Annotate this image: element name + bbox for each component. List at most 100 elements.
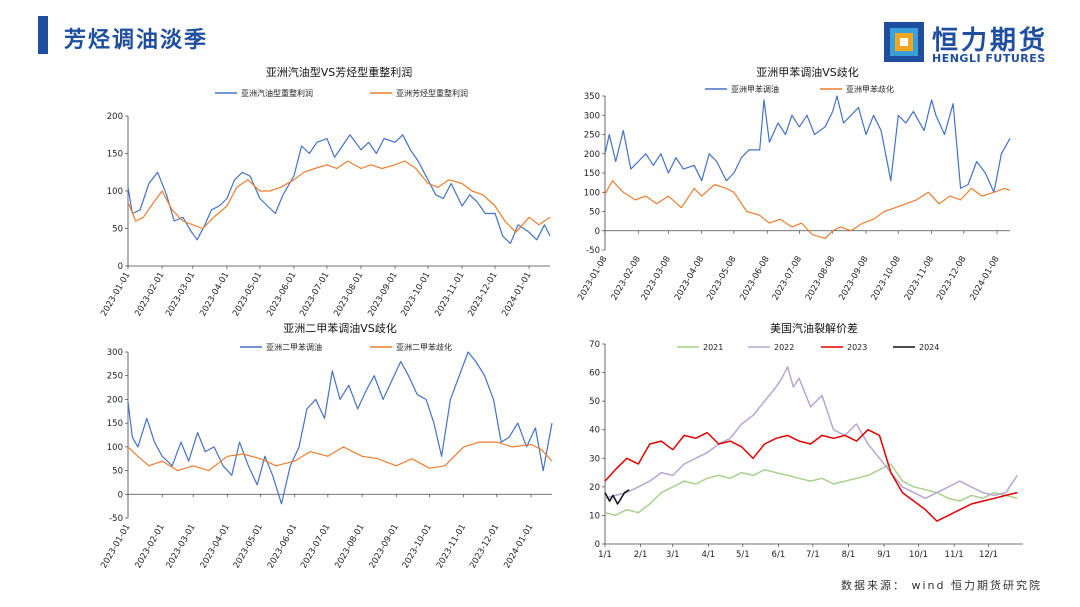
x-tick-label: 2023-03-01 xyxy=(164,523,197,571)
x-tick-label: 2023-12-01 xyxy=(466,271,499,319)
y-tick-label: 0 xyxy=(118,490,123,500)
y-tick-label: 0 xyxy=(595,540,600,550)
x-tick-label: 2023-04-01 xyxy=(199,523,232,571)
y-tick-label: -50 xyxy=(109,514,123,524)
logo-mark-icon xyxy=(884,22,924,62)
x-tick-label: 2023-07-01 xyxy=(299,523,332,571)
y-tick-label: 250 xyxy=(584,131,600,141)
legend-entry: 亚洲汽油型重整利润 xyxy=(215,88,313,98)
x-tick-label: 2023-01-01 xyxy=(99,523,132,571)
chart-title: 美国汽油裂解价差 xyxy=(770,321,858,335)
y-tick-label: 250 xyxy=(107,372,123,382)
y-tick-label: 50 xyxy=(112,225,123,235)
legend-label: 亚洲甲苯歧化 xyxy=(846,84,894,94)
x-tick-label: 2023-06-01 xyxy=(265,271,298,319)
series-line xyxy=(604,95,1011,193)
page-title: 芳烃调油淡季 xyxy=(64,27,209,53)
chart-us-gasoline-crack: 美国汽油裂解价差 2021 2022 2023 2024 0 10 20 30 40 50 60 70 1… xyxy=(565,321,1035,570)
chart-title: 亚洲甲苯调油VS歧化 xyxy=(756,65,859,79)
y-tick-label: 200 xyxy=(107,112,123,122)
legend-label: 亚洲二甲苯歧化 xyxy=(396,342,452,352)
legend-entry: 2024 xyxy=(893,343,939,352)
legend-label: 2022 xyxy=(774,343,794,352)
y-tick-label: 300 xyxy=(107,348,123,358)
x-tick-label: 9/1 xyxy=(877,550,891,560)
y-tick-label: 0 xyxy=(595,227,600,237)
y-tick-label: 50 xyxy=(112,467,123,477)
x-tick-label: 2023-10-08 xyxy=(870,255,903,303)
x-tick-label: 2023-06-08 xyxy=(738,255,771,303)
x-tick-label: 12/1 xyxy=(979,550,998,560)
legend-entry: 2023 xyxy=(821,343,867,352)
y-tick-label: 200 xyxy=(584,150,600,160)
x-tick-label: 2023-09-01 xyxy=(368,523,401,571)
company-logo: 恒力期货 HENGLI FUTURES xyxy=(884,20,1054,68)
x-tick-label: 2023-08-08 xyxy=(804,255,837,303)
y-tick-label: 200 xyxy=(107,395,123,405)
x-tick-label: 2023-09-08 xyxy=(837,255,870,303)
x-tick-label: 2023-12-08 xyxy=(935,255,968,303)
x-tick-label: 8/1 xyxy=(842,550,856,560)
y-tick-label: 150 xyxy=(107,150,123,160)
x-tick-label: 2024-01-08 xyxy=(968,255,1001,303)
x-tick-label: 11/1 xyxy=(945,550,964,560)
x-tick-label: 2024-01-01 xyxy=(502,523,535,571)
y-tick-label: 50 xyxy=(589,208,600,218)
x-tick-label: 2023-01-01 xyxy=(99,271,132,319)
series-line xyxy=(604,463,1018,517)
x-tick-label: 2023-03-08 xyxy=(640,255,673,303)
y-tick-label: 20 xyxy=(589,483,600,493)
x-tick-label: 2023-11-08 xyxy=(903,255,936,303)
series-line xyxy=(604,366,1018,500)
chart-svg: 美国汽油裂解价差 2021 2022 2023 2024 0 10 20 30 40 50 60 70 1… xyxy=(589,321,1023,560)
x-tick-label: 2023-05-01 xyxy=(231,271,264,319)
y-tick-label: 10 xyxy=(589,511,600,521)
data-source-note: 数据来源： wind 恒力期货研究院 xyxy=(841,579,1042,592)
legend-label: 2024 xyxy=(919,343,939,352)
series-line xyxy=(604,428,1018,522)
y-tick-label: 60 xyxy=(589,369,600,379)
legend-entry: 亚洲二甲苯歧化 xyxy=(370,342,452,352)
y-tick-label: 70 xyxy=(589,340,600,350)
x-tick-label: 10/1 xyxy=(909,550,928,560)
series-line xyxy=(604,180,1011,239)
chart-title: 亚洲汽油型VS芳烃型重整利润 xyxy=(266,65,413,79)
series-line xyxy=(127,134,551,245)
legend-label: 亚洲汽油型重整利润 xyxy=(241,88,313,98)
series-line xyxy=(604,489,630,505)
legend-entry: 亚洲甲苯调油 xyxy=(705,84,779,94)
y-tick-label: 50 xyxy=(589,397,600,407)
chart-title: 亚洲二甲苯调油VS歧化 xyxy=(283,321,397,335)
x-tick-label: 2023-04-01 xyxy=(198,271,231,319)
legend-label: 亚洲甲苯调油 xyxy=(731,84,779,94)
y-tick-label: 40 xyxy=(589,426,600,436)
x-tick-label: 2023-07-01 xyxy=(298,271,331,319)
x-tick-label: 2023-12-01 xyxy=(468,523,501,571)
x-tick-label: 2023-03-01 xyxy=(164,271,197,319)
x-tick-label: 4/1 xyxy=(702,550,716,560)
chart-reforming-margin: 亚洲汽油型VS芳烃型重整利润 亚洲汽油型重整利润 亚洲芳烃型重整利润 0 50 100 15… xyxy=(80,64,560,318)
legend-label: 亚洲芳烃型重整利润 xyxy=(396,88,468,98)
legend-label: 2023 xyxy=(847,343,867,352)
x-tick-label: 2023-02-01 xyxy=(133,271,166,319)
y-tick-label: -50 xyxy=(586,246,600,256)
x-tick-label: 2023-11-01 xyxy=(435,523,468,571)
legend-entry: 亚洲甲苯歧化 xyxy=(820,84,894,94)
y-tick-label: 0 xyxy=(118,262,123,272)
x-tick-label: 2023-06-01 xyxy=(266,523,299,571)
y-tick-label: 150 xyxy=(107,419,123,429)
x-tick-label: 2023-05-08 xyxy=(705,255,738,303)
series-line xyxy=(127,441,553,472)
chart-xylene-blending: 亚洲二甲苯调油VS歧化 亚洲二甲苯调油 亚洲二甲苯歧化 -50 0 50 100 150 200… xyxy=(80,321,560,571)
x-tick-label: 5/1 xyxy=(736,550,750,560)
x-tick-label: 2023-02-01 xyxy=(133,523,166,571)
logo-chinese-name: 恒力期货 xyxy=(932,26,1049,56)
y-tick-label: 30 xyxy=(589,454,600,464)
x-tick-label: 2023-01-08 xyxy=(576,255,609,303)
logo-english-name: HENGLI FUTURES xyxy=(932,52,1046,65)
series-line xyxy=(127,160,551,233)
x-tick-label: 2023-08-01 xyxy=(333,523,366,571)
